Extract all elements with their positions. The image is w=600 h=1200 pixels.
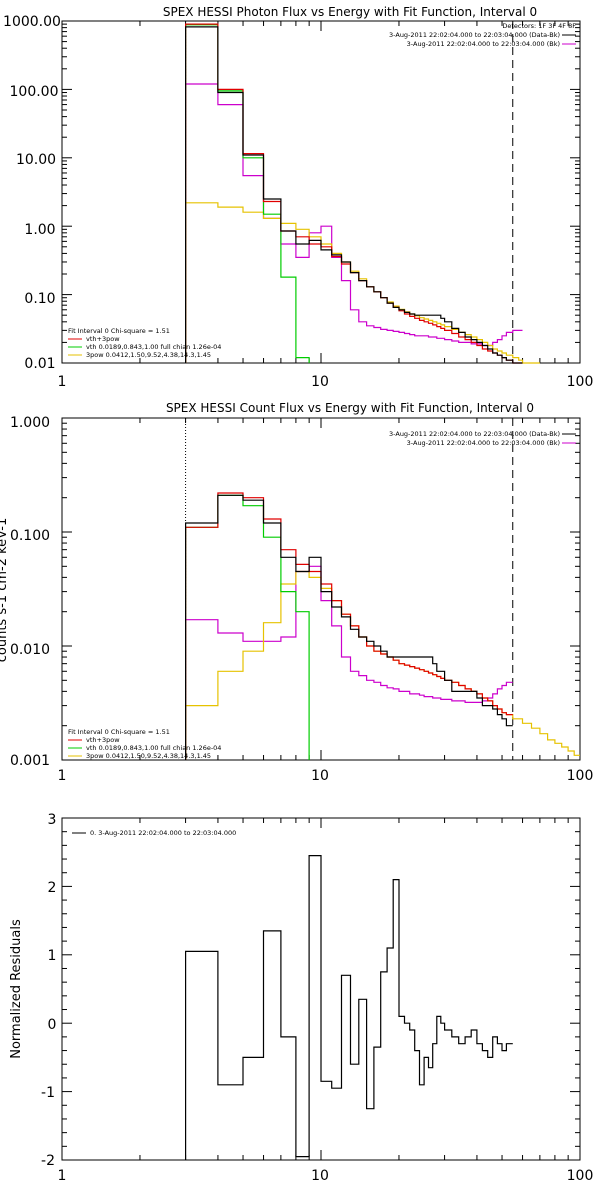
count-series (185, 492, 580, 760)
photon-ticks (61, 21, 580, 364)
photon-ytick-label-1000: 1000.00 (3, 14, 61, 30)
count-xtick-label-1: 1 (58, 768, 67, 784)
series-thermal-line (185, 494, 310, 760)
residuals-legend: 0. 3-Aug-2011 22:02:04.000 to 22:03:04.0… (72, 829, 236, 837)
count-ytick-label-0.01: 0.010 (10, 642, 50, 658)
count-legend-data-bk: 3-Aug-2011 22:02:04.000 to 22:03:04.000 … (389, 430, 560, 438)
photon-fit-power: 3pow 0.0412,1.50,9.52,4.38,14.3,1.45 (86, 351, 211, 359)
photon-title: SPEX HESSI Photon Flux vs Energy with Fi… (163, 5, 537, 19)
photon-legend-bk: 3-Aug-2011 22:02:04.000 to 22:03:04.000 … (407, 40, 560, 48)
series-background-line (185, 83, 523, 363)
count-legend-fit: Fit Interval 0 Chi-square = 1.51 vth+3po… (68, 728, 221, 760)
count-ytick-label-0.001: 0.001 (10, 753, 50, 769)
count-xtick-label-10: 10 (311, 768, 329, 784)
series-thermal-line (185, 24, 310, 363)
residuals-xtick-label-1: 1 (58, 1168, 67, 1184)
photon-ytick-label-0.01: 0.01 (24, 356, 55, 372)
residuals-ticks (61, 817, 580, 1161)
photon-detectors-label: Detectors: 1F 3F 4F 8F (502, 22, 576, 30)
series-data-line (185, 855, 513, 1160)
count-ytick-label-0.1: 0.100 (10, 528, 50, 544)
count-ticks (61, 418, 580, 761)
photon-xtick-label-1: 1 (58, 374, 67, 390)
count-legend-bk: 3-Aug-2011 22:02:04.000 to 22:03:04.000 … (407, 439, 560, 447)
residuals-series (185, 855, 513, 1160)
photon-axes-frame (61, 20, 581, 364)
residuals-legend-label: 0. 3-Aug-2011 22:02:04.000 to 22:03:04.0… (90, 829, 236, 837)
photon-fit-thermal: vth 0.0189,0.843,1.00 full chian 1.26e-0… (86, 343, 221, 351)
series-data-line (185, 26, 523, 364)
residuals-ytick-label-1: 1 (48, 948, 57, 964)
photon-legend-data-bk: 3-Aug-2011 22:02:04.000 to 22:03:04.000 … (389, 31, 560, 39)
series-total-line (185, 23, 523, 364)
series-total-line (185, 492, 513, 760)
residuals-ytick-label-neg2: -2 (41, 1153, 55, 1169)
series-data-line (185, 494, 513, 760)
residuals-ytick-label-3: 3 (48, 812, 57, 828)
count-xtick-label-100: 100 (567, 768, 594, 784)
photon-legend-topright: Detectors: 1F 3F 4F 8F 3-Aug-2011 22:02:… (389, 22, 576, 48)
count-fit-thermal: vth 0.0189,0.843,1.00 full chian 1.26e-0… (86, 744, 221, 752)
photon-ytick-label-10: 10.00 (16, 152, 56, 168)
residuals-xtick-label-100: 100 (567, 1168, 594, 1184)
photon-series (185, 23, 540, 364)
photon-reference-lines (185, 21, 514, 363)
photon-fit-interval: Fit Interval 0 Chi-square = 1.51 (68, 327, 170, 335)
residuals-xtick-label-10: 10 (311, 1168, 329, 1184)
residuals-ytick-label-2: 2 (48, 880, 57, 896)
series-power-line (185, 202, 540, 364)
photon-ytick-label-100: 100.00 (10, 84, 59, 100)
photon-legend-fit: Fit Interval 0 Chi-square = 1.51 vth+3po… (68, 327, 221, 359)
photon-xtick-label-10: 10 (311, 374, 329, 390)
count-fit-total: vth+3pow (86, 736, 120, 744)
photon-ytick-label-1: 1.00 (24, 222, 55, 238)
count-ylabel: counts s-1 cm-2 keV-1 (0, 518, 10, 663)
count-legend-topright: 3-Aug-2011 22:02:04.000 to 22:03:04.000 … (389, 430, 576, 447)
series-background-line (185, 565, 513, 760)
residuals-ytick-label-0: 0 (48, 1017, 57, 1033)
photon-fit-total: vth+3pow (86, 335, 120, 343)
photon-xtick-label-100: 100 (567, 374, 594, 390)
photon-ytick-label-0.1: 0.10 (24, 291, 55, 307)
count-title: SPEX HESSI Count Flux vs Energy with Fit… (166, 401, 534, 415)
panel-photon-flux: SPEX HESSI Photon Flux vs Energy with Fi… (3, 5, 593, 390)
count-fit-interval: Fit Interval 0 Chi-square = 1.51 (68, 728, 170, 736)
residuals-ylabel: Normalized Residuals (9, 919, 24, 1059)
count-ytick-label-1: 1.000 (10, 415, 50, 431)
count-fit-power: 3pow 0.0412,1.50,9.52,4.38,14.3,1.45 (86, 752, 211, 760)
panel-residuals: Normalized Residuals -2 -1 0 1 2 3 1 10 … (9, 812, 593, 1184)
count-reference-lines (185, 418, 514, 760)
series-power-line (185, 570, 580, 760)
panel-count-flux: SPEX HESSI Count Flux vs Energy with Fit… (0, 401, 593, 784)
residuals-ytick-label-neg1: -1 (41, 1085, 55, 1101)
